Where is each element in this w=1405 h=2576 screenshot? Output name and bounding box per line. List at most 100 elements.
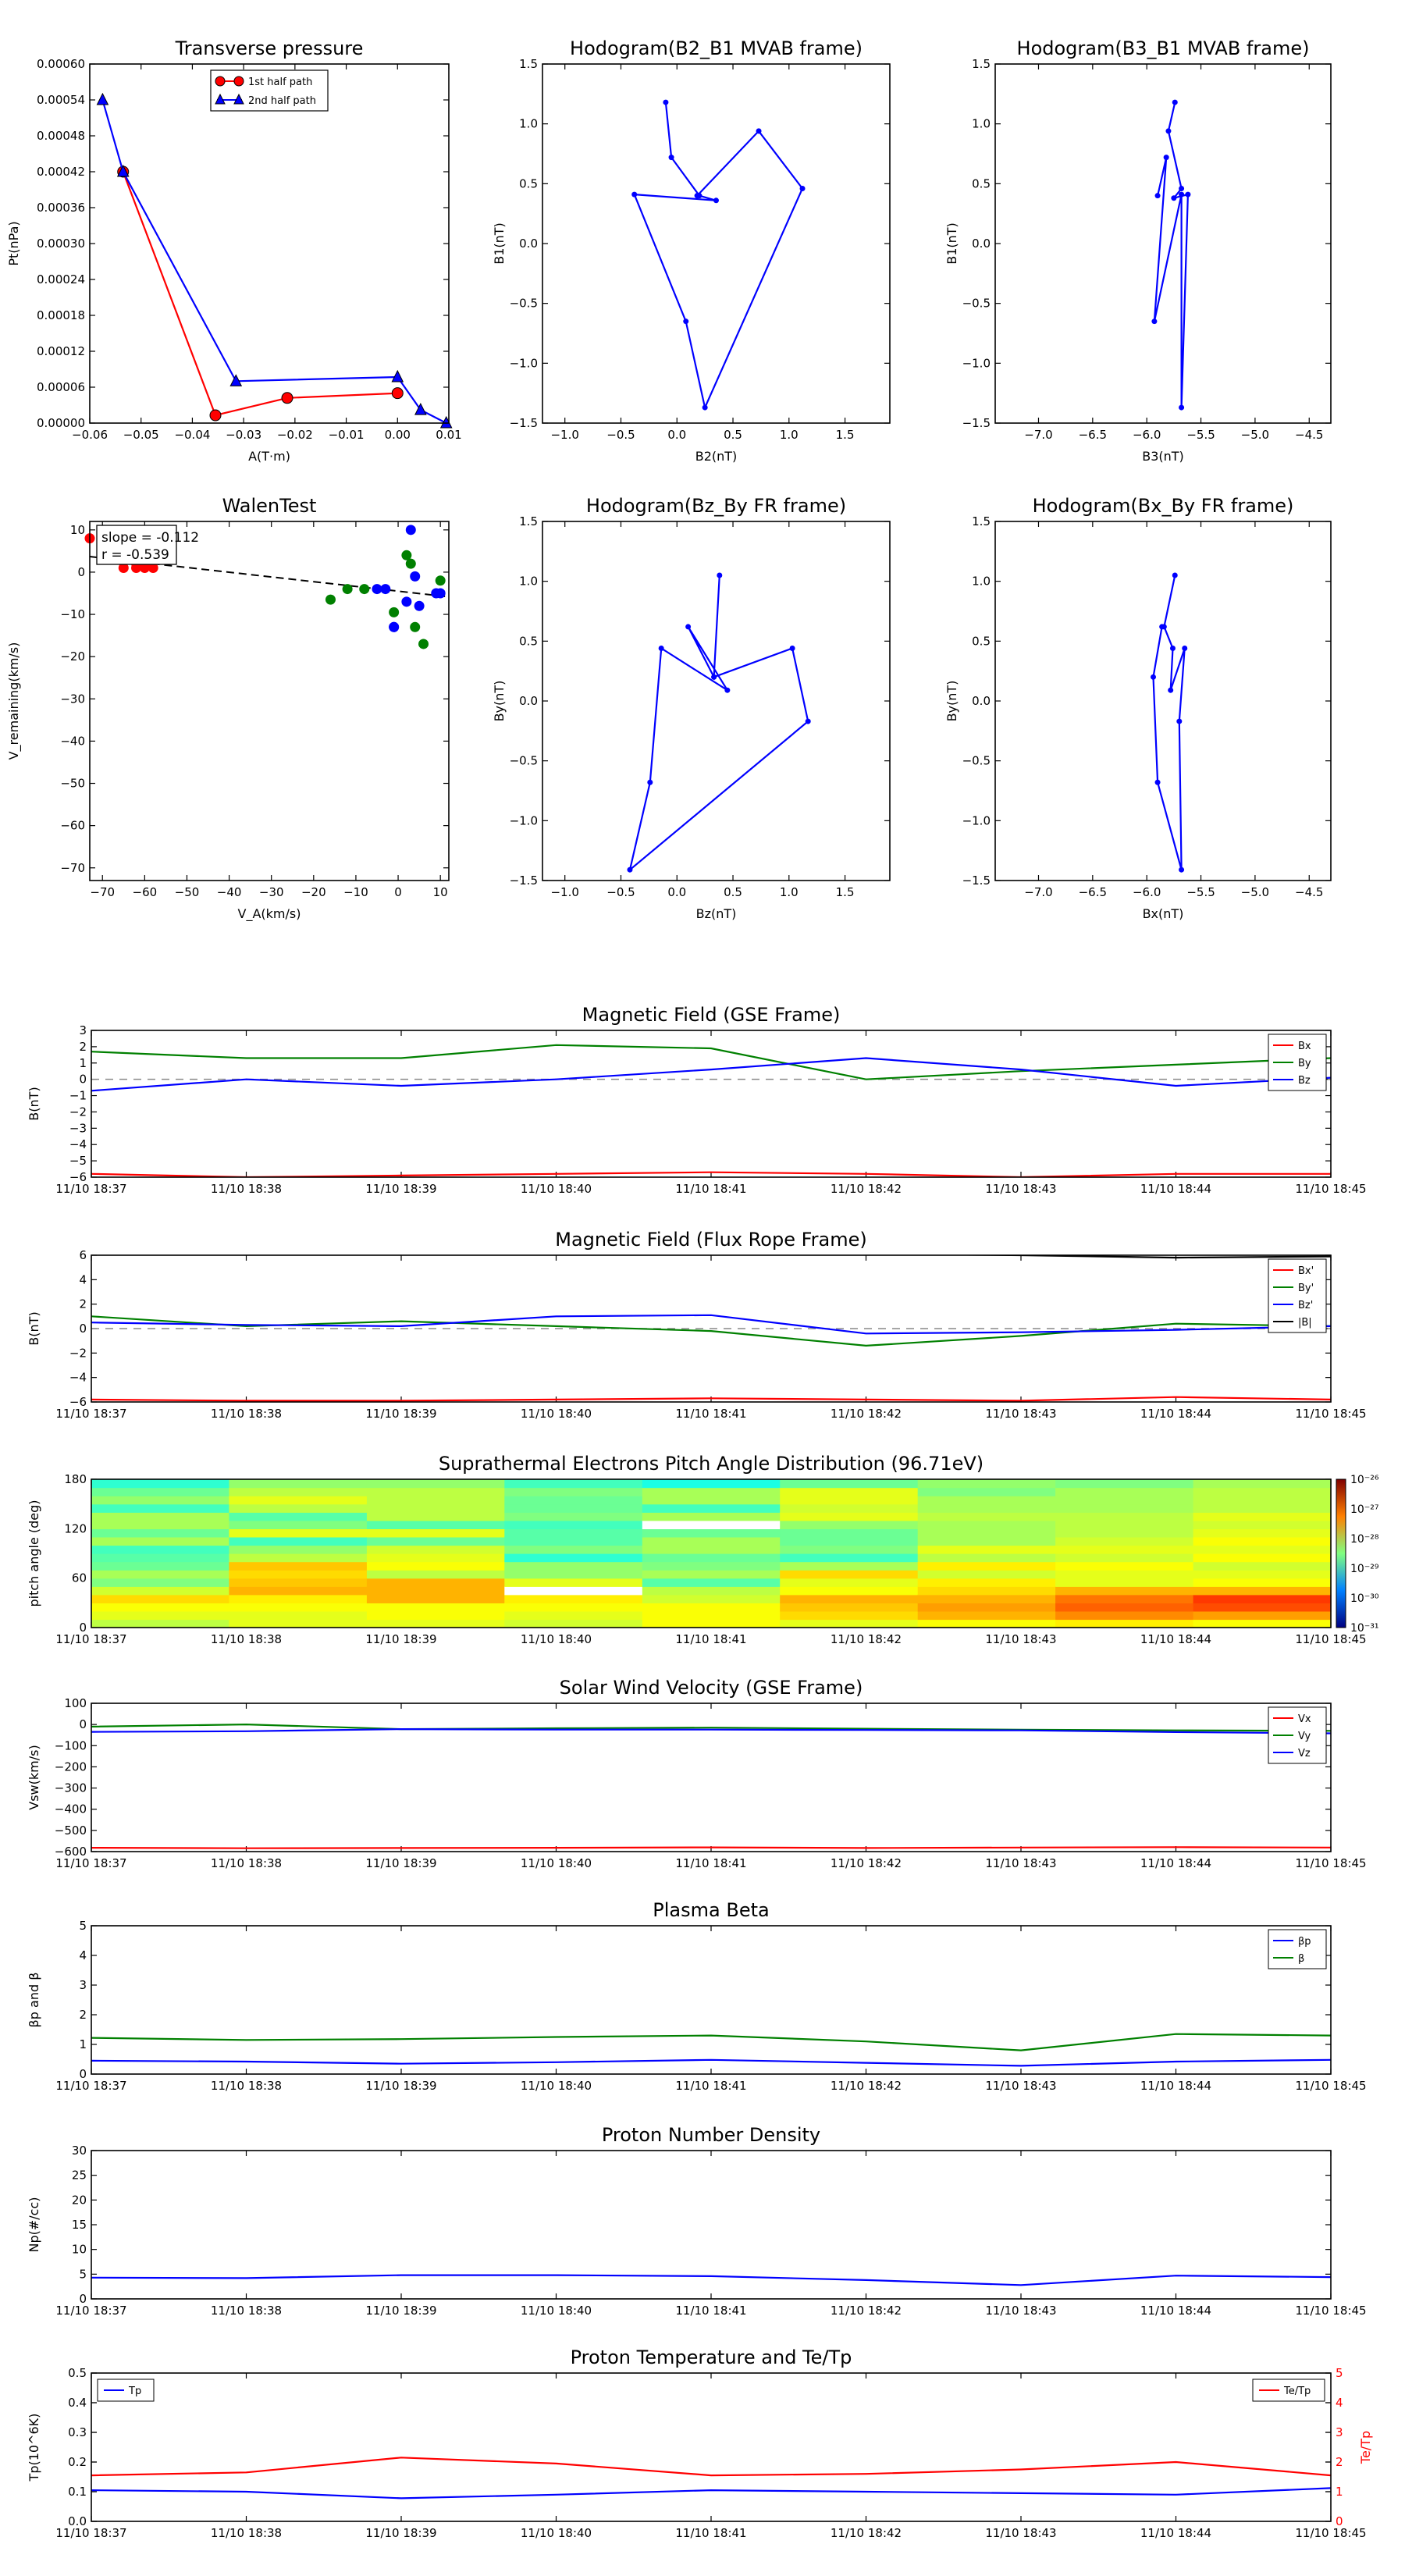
heatmap-cell xyxy=(91,1545,229,1554)
time-tick-label: 11/10 18:45 xyxy=(1295,2079,1366,2093)
y-tick-label: 100 xyxy=(64,1696,87,1710)
heatmap-cell xyxy=(366,1619,505,1628)
data-point xyxy=(1182,646,1188,652)
time-tick-label: 11/10 18:43 xyxy=(985,1632,1056,1646)
colorbar-tick-label: 10⁻²⁶ xyxy=(1350,1474,1379,1486)
time-tick-label: 11/10 18:42 xyxy=(831,1632,902,1646)
data-point xyxy=(1179,191,1185,197)
heatmap-cell xyxy=(780,1496,919,1505)
y-axis-label: pitch angle (deg) xyxy=(27,1500,41,1606)
heatmap-cell xyxy=(780,1487,919,1496)
legend-label: Bz' xyxy=(1298,1300,1313,1311)
colorbar-tick-label: 10⁻²⁸ xyxy=(1350,1533,1379,1546)
time-tick-label: 11/10 18:38 xyxy=(211,1632,282,1646)
heatmap-cell xyxy=(780,1545,919,1554)
x-tick-label: −70 xyxy=(90,885,115,899)
legend-label: Vy xyxy=(1298,1731,1311,1742)
legend-label: Bx xyxy=(1298,1041,1311,1052)
data-point xyxy=(1179,185,1185,191)
data-point xyxy=(281,392,293,404)
x-tick-label: 0 xyxy=(394,885,402,899)
y-tick-label: −6 xyxy=(69,1170,87,1184)
x-axis-label: Bz(nT) xyxy=(696,906,737,921)
y-tick-label: −10 xyxy=(60,607,85,621)
panel-title: WalenTest xyxy=(222,495,317,517)
x-tick-label: −0.04 xyxy=(174,428,210,442)
heatmap-cell xyxy=(366,1594,505,1603)
heatmap-cell xyxy=(917,1603,1056,1612)
data-point xyxy=(756,128,762,134)
panel-title: Hodogram(Bz_By FR frame) xyxy=(586,495,846,517)
panel-title: Proton Number Density xyxy=(602,2124,820,2146)
time-tick-label: 11/10 18:39 xyxy=(365,2079,436,2093)
y-tick-label: −0.5 xyxy=(962,754,991,768)
heatmap-cell xyxy=(1055,1520,1194,1529)
y-tick-label: −5 xyxy=(69,1154,87,1168)
y-tick-label: 1.5 xyxy=(519,514,538,528)
heatmap-cell xyxy=(91,1594,229,1603)
heatmap-cell xyxy=(504,1619,643,1628)
time-tick-label: 11/10 18:42 xyxy=(831,2304,902,2318)
heatmap-cell xyxy=(1055,1487,1194,1496)
panel-frame xyxy=(91,1254,1332,1403)
time-tick-label: 11/10 18:37 xyxy=(55,1856,126,1870)
heatmap-cell xyxy=(91,1479,229,1489)
time-tick-label: 11/10 18:43 xyxy=(985,2526,1056,2540)
data-point xyxy=(372,584,382,595)
y-tick-label: −300 xyxy=(55,1781,87,1795)
heatmap-cell xyxy=(366,1545,505,1554)
data-point xyxy=(401,550,412,560)
heatmap-cell xyxy=(780,1610,919,1621)
y-tick-label: −1.0 xyxy=(962,813,991,827)
heatmap-cell xyxy=(780,1553,919,1563)
time-tick-label: 11/10 18:38 xyxy=(211,1856,282,1870)
y-tick-label: −20 xyxy=(60,649,85,664)
y-tick-label: −40 xyxy=(60,734,85,748)
legend-box xyxy=(210,69,329,112)
heatmap-cell xyxy=(917,1619,1056,1628)
y-tick-label: 0.00024 xyxy=(37,272,85,286)
heatmap-cell xyxy=(229,1528,368,1538)
heatmap-cell xyxy=(366,1496,505,1505)
data-point xyxy=(724,687,731,693)
y-tick-label: −1.0 xyxy=(962,356,991,370)
time-tick-label: 11/10 18:38 xyxy=(211,1182,282,1196)
data-point xyxy=(713,197,719,204)
time-tick-label: 11/10 18:44 xyxy=(1140,1182,1211,1196)
y-tick-label: 0 xyxy=(79,2067,87,2081)
heatmap-cell xyxy=(91,1496,229,1505)
heatmap-cell xyxy=(229,1553,368,1563)
heatmap-cell xyxy=(1193,1528,1332,1538)
legend-label: Bx' xyxy=(1298,1265,1314,1277)
y-tick-label: 1.0 xyxy=(519,117,538,131)
heatmap-cell xyxy=(366,1578,505,1587)
data-point xyxy=(685,624,692,630)
heatmap-cell xyxy=(91,1536,229,1546)
time-tick-label: 11/10 18:44 xyxy=(1140,1856,1211,1870)
heatmap-cell xyxy=(1193,1553,1332,1563)
series-line xyxy=(91,1396,1331,1402)
panel-frame xyxy=(89,521,450,881)
data-point xyxy=(694,193,700,199)
data-point xyxy=(805,718,811,724)
time-tick-label: 11/10 18:42 xyxy=(831,1182,902,1196)
heatmap-cell xyxy=(504,1503,643,1513)
series-line xyxy=(91,2274,1331,2286)
time-tick-label: 11/10 18:42 xyxy=(831,2079,902,2093)
x-tick-label: 0.5 xyxy=(724,428,742,442)
y-tick-label: 0.0 xyxy=(972,237,991,251)
series-line xyxy=(91,1846,1331,1849)
data-point xyxy=(389,621,400,632)
data-point xyxy=(96,92,109,105)
heatmap-cell xyxy=(642,1496,781,1505)
y-tick-label: 2 xyxy=(79,1040,87,1054)
time-tick-label: 11/10 18:42 xyxy=(831,1856,902,1870)
y-axis-label: By(nT) xyxy=(492,681,507,722)
x-tick-label: 1.0 xyxy=(780,428,799,442)
time-tick-label: 11/10 18:45 xyxy=(1295,1182,1366,1196)
legend-marker xyxy=(215,93,226,105)
time-tick-label: 11/10 18:44 xyxy=(1140,1407,1211,1421)
time-tick-label: 11/10 18:43 xyxy=(985,2079,1056,2093)
x-tick-label: −40 xyxy=(217,885,242,899)
